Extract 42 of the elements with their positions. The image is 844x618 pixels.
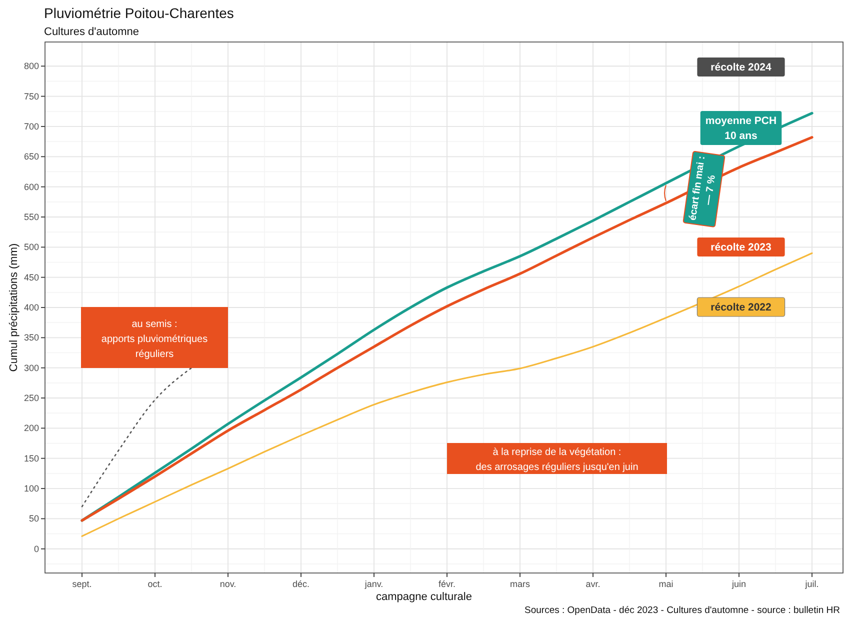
- y-tick-label: 500: [24, 242, 39, 252]
- chart-title: Pluviométrie Poitou-Charentes: [44, 5, 234, 21]
- y-tick-label: 700: [24, 121, 39, 132]
- text: récolte 2023: [710, 242, 772, 254]
- y-tick-label: 300: [24, 362, 39, 373]
- y-tick-label: 0: [34, 544, 39, 554]
- source-note: Sources : OpenData - déc 2023 - Cultures d'automne - source : bulletin HR: [524, 605, 840, 616]
- chart-subtitle: Cultures d'automne: [44, 26, 140, 38]
- text: récolte 2024: [710, 62, 772, 74]
- x-tick-label: avr.: [586, 579, 600, 589]
- x-tick-label: sept.: [72, 579, 92, 589]
- x-tick-label: févr.: [438, 579, 456, 589]
- series-label: moyenne PCH 10 ans: [705, 115, 777, 142]
- line-series: [81, 252, 813, 537]
- y-tick-label: 450: [24, 272, 39, 282]
- x-tick-label: oct.: [148, 579, 162, 589]
- x-tick-label: déc.: [292, 579, 310, 589]
- y-tick-label: 750: [24, 91, 39, 102]
- y-tick-label: 400: [24, 302, 39, 312]
- x-tick-label: nov.: [220, 579, 236, 589]
- y-tick-label: 350: [24, 332, 39, 343]
- annotation: à la reprise de la végétation : des arrosages réguliers jusqu'en juin: [476, 447, 638, 473]
- y-tick-label: 250: [24, 393, 39, 404]
- y-tick-label: 200: [24, 423, 39, 434]
- y-tick-label: 50: [28, 514, 39, 524]
- y-tick-label: 550: [24, 212, 39, 222]
- y-tick-label: 100: [24, 484, 39, 494]
- y-tick-label: 600: [24, 182, 39, 192]
- x-axis-title: campagne culturale: [376, 591, 472, 603]
- y-tick-label: 150: [24, 453, 39, 464]
- x-tick-label: juin: [730, 579, 746, 589]
- x-tick-label: janv.: [364, 579, 384, 589]
- y-tick-label: 650: [24, 152, 39, 162]
- annotation: au semis : apports pluviométriques réguliers: [101, 319, 208, 360]
- series-label: récolte 2022: [710, 302, 772, 314]
- x-tick-label: mai: [658, 579, 674, 589]
- x-tick-label: juil.: [804, 579, 819, 589]
- line-series: [81, 367, 192, 508]
- annotation: écart fin mai : — 7 %: [688, 155, 718, 222]
- y-axis-title: Cumul précipitations (mm): [8, 243, 20, 372]
- x-tick-label: mars: [510, 579, 530, 589]
- y-tick-label: 800: [24, 61, 39, 72]
